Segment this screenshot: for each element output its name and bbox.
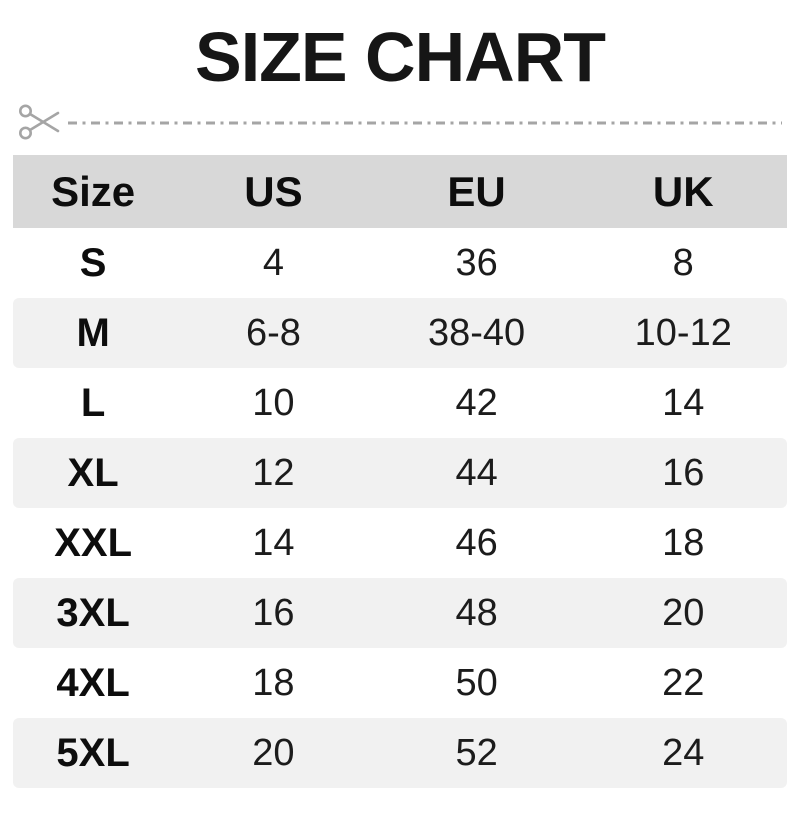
eu-cell: 42 (455, 381, 498, 424)
eu-cell: 36 (455, 241, 498, 284)
table-header-row: Size US EU UK (13, 155, 787, 228)
size-cell: XXL (54, 520, 132, 565)
size-cell: 5XL (56, 730, 130, 775)
table-row: XL 12 44 16 (13, 438, 787, 508)
header-cell-us: US (244, 167, 303, 215)
size-table: Size US EU UK S 4 36 8 M 6-8 38-40 10-12… (13, 155, 787, 788)
eu-cell: 48 (455, 591, 498, 634)
scissors-icon (19, 104, 60, 140)
uk-cell: 8 (672, 241, 694, 284)
table-row: L 10 42 14 (13, 368, 787, 438)
table-row: S 4 36 8 (13, 228, 787, 298)
us-cell: 18 (252, 661, 295, 704)
us-cell: 4 (262, 241, 284, 284)
uk-cell: 22 (662, 661, 705, 704)
size-cell: 4XL (56, 660, 130, 705)
size-cell: L (80, 380, 106, 425)
eu-cell: 38-40 (427, 311, 526, 354)
table-row: 3XL 16 48 20 (13, 578, 787, 648)
size-chart-page: SIZE CHART Size US EU UK S 4 36 8 (0, 14, 800, 814)
us-cell: 10 (252, 381, 295, 424)
size-cell: S (79, 240, 107, 285)
header-cell-eu: EU (447, 167, 506, 215)
size-cell: 3XL (56, 590, 130, 635)
dashed-cut-line (68, 121, 782, 125)
table-row: M 6-8 38-40 10-12 (13, 298, 787, 368)
uk-cell: 14 (662, 381, 705, 424)
uk-cell: 24 (662, 731, 705, 774)
size-cell: M (76, 310, 110, 355)
size-cell: XL (67, 450, 119, 495)
uk-cell: 10-12 (634, 311, 732, 354)
eu-cell: 46 (455, 521, 498, 564)
us-cell: 14 (252, 521, 295, 564)
header-cell-size: Size (51, 167, 136, 215)
uk-cell: 16 (662, 451, 705, 494)
eu-cell: 52 (455, 731, 498, 774)
cut-line (18, 102, 782, 142)
page-title: SIZE CHART (195, 18, 606, 96)
table-row: 5XL 20 52 24 (13, 718, 787, 788)
eu-cell: 44 (455, 451, 498, 494)
eu-cell: 50 (455, 661, 498, 704)
header-cell-uk: UK (652, 167, 714, 215)
us-cell: 12 (252, 451, 295, 494)
uk-cell: 18 (662, 521, 705, 564)
table-row: XXL 14 46 18 (13, 508, 787, 578)
table-row: 4XL 18 50 22 (13, 648, 787, 718)
us-cell: 6-8 (245, 311, 301, 354)
us-cell: 20 (252, 731, 295, 774)
uk-cell: 20 (662, 591, 705, 634)
us-cell: 16 (252, 591, 295, 634)
